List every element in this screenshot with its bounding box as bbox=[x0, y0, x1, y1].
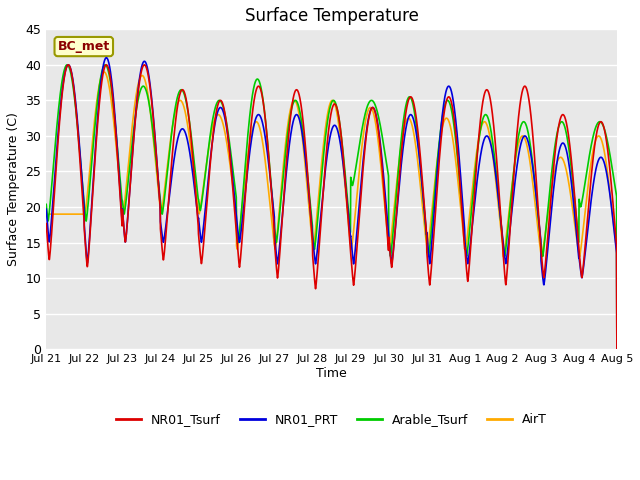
NR01_PRT bbox=[348, 250, 356, 256]
Arable_Tsurf bbox=[613, 347, 621, 352]
Line: Arable_Tsurf: Arable_Tsurf bbox=[46, 65, 617, 349]
NR01_PRT bbox=[498, 227, 506, 232]
AirT bbox=[361, 122, 369, 128]
Arable_Tsurf bbox=[202, 168, 209, 174]
NR01_Tsurf bbox=[42, 221, 50, 227]
NR01_PRT bbox=[361, 143, 369, 148]
AirT bbox=[42, 211, 50, 217]
NR01_PRT bbox=[613, 347, 621, 352]
NR01_PRT bbox=[102, 55, 110, 60]
Arable_Tsurf bbox=[361, 113, 369, 119]
Legend: NR01_Tsurf, NR01_PRT, Arable_Tsurf, AirT: NR01_Tsurf, NR01_PRT, Arable_Tsurf, AirT bbox=[111, 408, 552, 431]
NR01_PRT bbox=[563, 148, 570, 154]
Arable_Tsurf bbox=[42, 202, 50, 207]
NR01_PRT bbox=[579, 272, 586, 277]
Arable_Tsurf bbox=[563, 132, 570, 138]
Title: Surface Temperature: Surface Temperature bbox=[244, 7, 419, 25]
NR01_PRT bbox=[202, 203, 209, 209]
Arable_Tsurf bbox=[348, 182, 356, 188]
NR01_Tsurf bbox=[361, 148, 369, 154]
NR01_Tsurf bbox=[202, 216, 209, 222]
AirT bbox=[202, 167, 209, 173]
AirT bbox=[579, 232, 586, 238]
AirT bbox=[563, 169, 570, 175]
AirT bbox=[498, 233, 506, 239]
Line: NR01_Tsurf: NR01_Tsurf bbox=[46, 65, 617, 349]
NR01_Tsurf bbox=[140, 62, 148, 68]
Line: NR01_PRT: NR01_PRT bbox=[46, 58, 617, 349]
NR01_Tsurf bbox=[563, 121, 570, 127]
NR01_Tsurf bbox=[498, 227, 506, 233]
NR01_Tsurf bbox=[579, 271, 586, 276]
AirT bbox=[613, 347, 621, 352]
Arable_Tsurf bbox=[579, 196, 586, 202]
Arable_Tsurf bbox=[498, 228, 506, 233]
NR01_Tsurf bbox=[613, 347, 621, 352]
NR01_Tsurf bbox=[348, 270, 356, 276]
Text: BC_met: BC_met bbox=[58, 40, 110, 53]
AirT bbox=[348, 240, 356, 246]
X-axis label: Time: Time bbox=[316, 367, 347, 380]
AirT bbox=[100, 69, 108, 75]
Arable_Tsurf bbox=[101, 62, 109, 68]
Line: AirT: AirT bbox=[46, 72, 617, 349]
NR01_PRT bbox=[42, 206, 50, 212]
Y-axis label: Surface Temperature (C): Surface Temperature (C) bbox=[7, 112, 20, 266]
